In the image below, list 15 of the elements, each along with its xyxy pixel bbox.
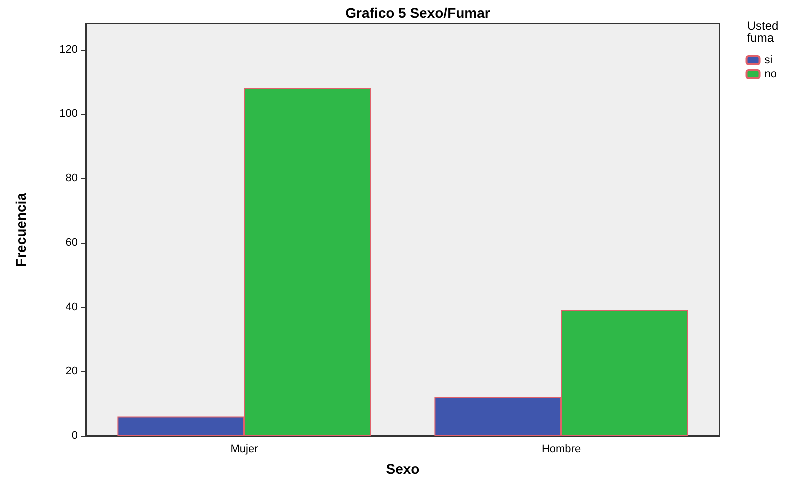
legend-label: no bbox=[764, 68, 778, 80]
legend-label: si bbox=[764, 54, 773, 66]
chart-title: Grafico 5 Sexo/Fumar bbox=[346, 5, 491, 21]
y-tick-label: 100 bbox=[60, 108, 78, 120]
x-axis-title: Sexo bbox=[386, 461, 420, 477]
y-tick-label: 40 bbox=[66, 301, 78, 314]
y-tick-label: 0 bbox=[72, 430, 78, 442]
y-tick-label: 80 bbox=[66, 172, 78, 184]
y-tick-label: 20 bbox=[66, 366, 78, 378]
x-tick-label: Hombre bbox=[542, 444, 582, 456]
y-axis-title: Frecuencia bbox=[13, 192, 29, 267]
x-tick-label: Mujer bbox=[230, 444, 259, 456]
y-tick-label: 120 bbox=[60, 44, 78, 56]
y-tick-label: 60 bbox=[66, 236, 78, 249]
legend-title: Usted fuma bbox=[747, 19, 782, 45]
